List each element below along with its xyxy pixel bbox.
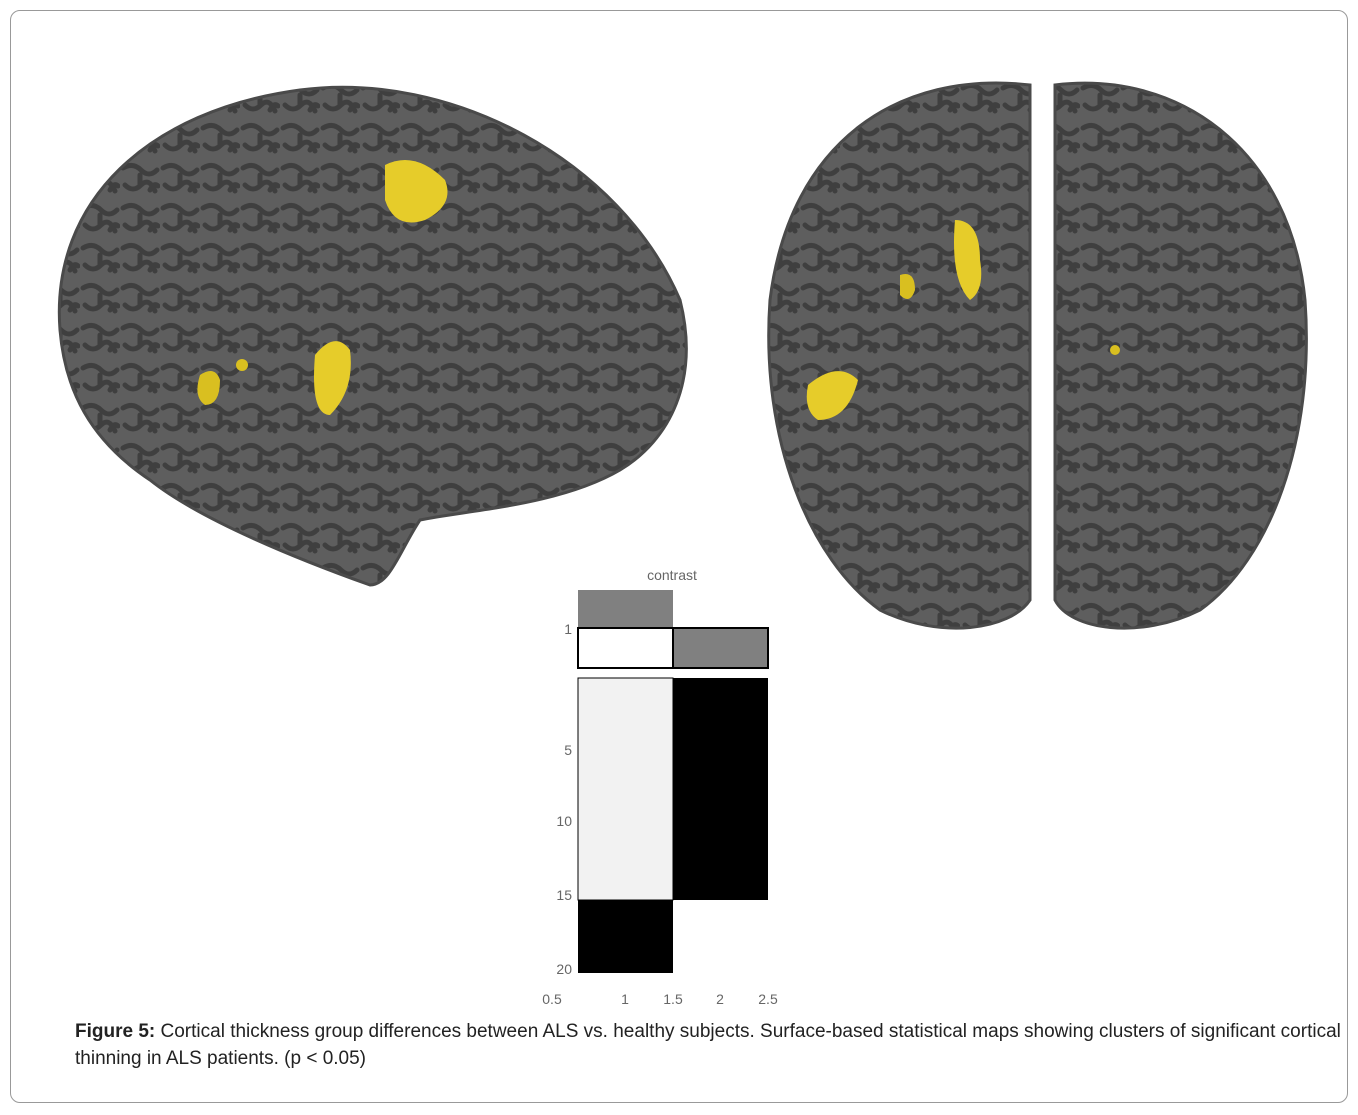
figure-frame	[10, 10, 1348, 1103]
figure-caption: Figure 5: Cortical thickness group diffe…	[75, 1018, 1345, 1072]
inset-title: contrast	[647, 567, 697, 583]
design-matrix	[577, 590, 769, 973]
x-tick-label: 0.5	[542, 991, 562, 1007]
x-tick-label: 2	[716, 991, 724, 1007]
dorsal-brain	[767, 81, 1308, 630]
y-tick-label: 20	[556, 961, 572, 977]
x-tick-label: 1.5	[663, 991, 683, 1007]
caption-text: Cortical thickness group differences bet…	[75, 1021, 1341, 1069]
y-tick-label: 15	[556, 887, 572, 903]
caption-label: Figure 5:	[75, 1021, 156, 1042]
x-tick-label: 1	[621, 991, 629, 1007]
lateral-brain	[57, 85, 688, 587]
y-tick-label: 5	[564, 742, 572, 758]
y-tick-label: 1	[564, 621, 572, 637]
y-tick-label: 10	[556, 813, 572, 829]
x-tick-label: 2.5	[758, 991, 778, 1007]
